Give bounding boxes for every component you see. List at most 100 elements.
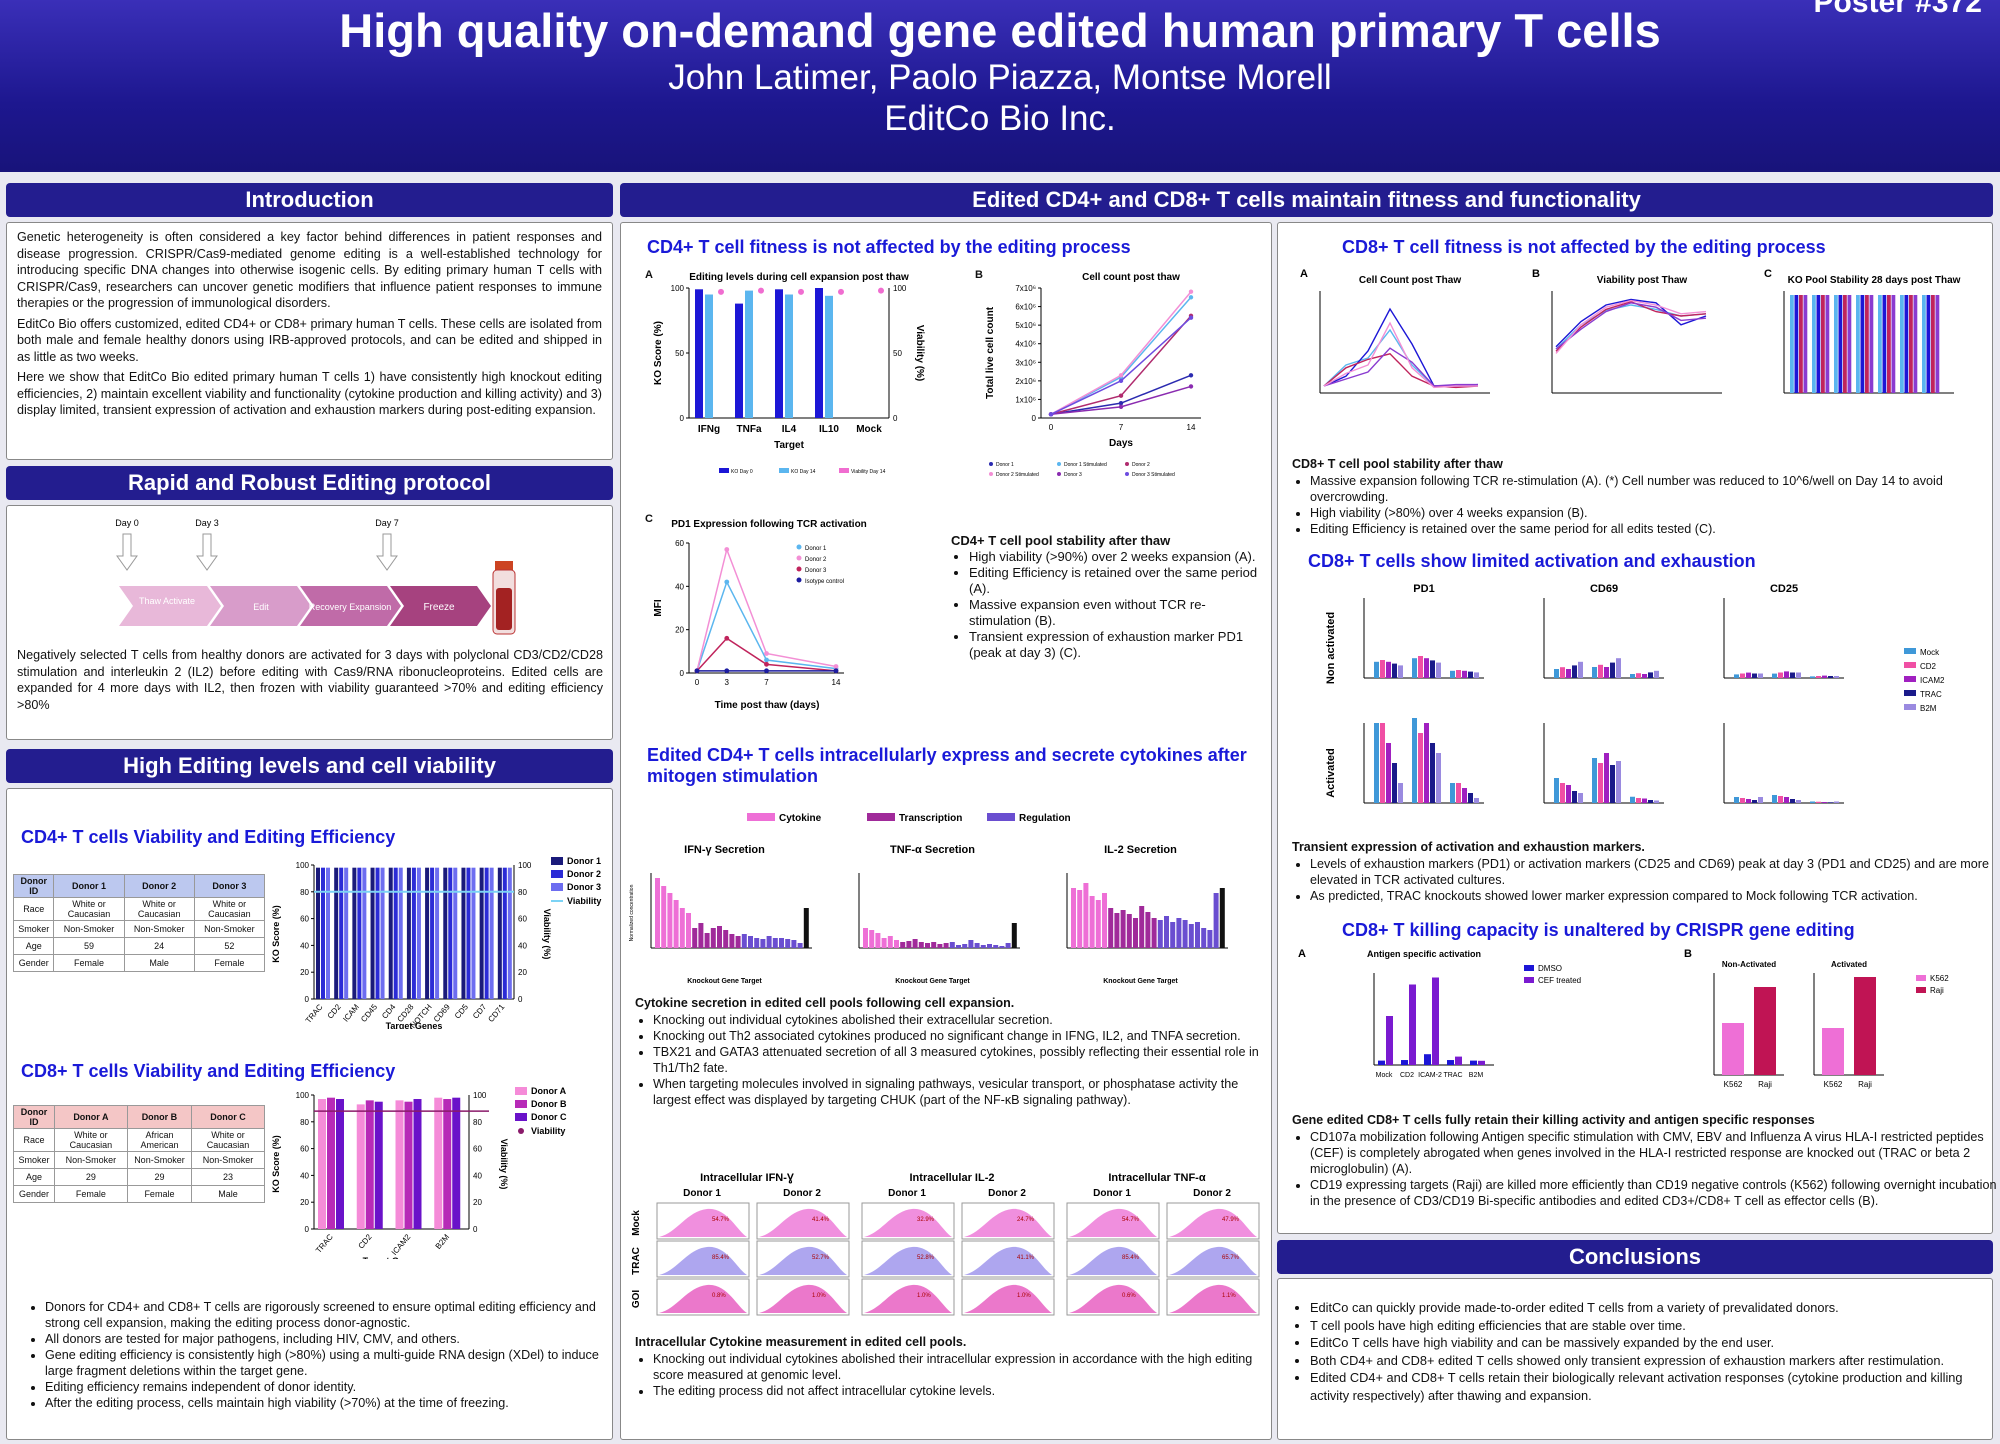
bar — [1752, 673, 1757, 678]
cd8-fitness-title: CD8+ T cell fitness is not affected by t… — [1342, 237, 1826, 257]
y2-tick-label: 20 — [518, 968, 527, 977]
legend-swatch — [867, 813, 895, 821]
bar — [1794, 295, 1799, 393]
bar — [1071, 888, 1076, 948]
bar — [1610, 765, 1615, 803]
table-cell: Smoker — [13, 1151, 55, 1169]
bar — [1778, 672, 1783, 678]
bar — [1834, 295, 1838, 393]
bar — [1592, 758, 1597, 803]
table-cell: Smoker — [12, 920, 55, 938]
legend-label: Donor 3 — [1064, 472, 1082, 478]
y-tick-label: 60 — [300, 915, 309, 924]
secretion-title: IFN-γ Secretion — [684, 844, 765, 856]
bar — [785, 939, 791, 948]
y2-tick-label: 60 — [518, 915, 527, 924]
intracellular-bullets: Knocking out individual cytokines abolis… — [635, 1351, 1273, 1399]
bar — [1011, 923, 1017, 948]
step-edit-label: Edit — [253, 602, 269, 612]
legend-label: KO Day 0 — [731, 469, 753, 475]
legend-label: Viability — [531, 1126, 565, 1136]
bar — [875, 933, 881, 948]
bar — [1213, 893, 1219, 948]
table-row: Gender Female Male Female — [12, 954, 266, 972]
y2-tick-label: 40 — [473, 1171, 482, 1180]
legend-swatch — [796, 544, 802, 550]
down-arrow-icon — [376, 533, 398, 571]
bar — [1909, 295, 1913, 393]
legend-swatch — [989, 472, 993, 476]
table-row: Age 29 29 23 — [13, 1168, 265, 1186]
bar — [1790, 295, 1794, 393]
bar — [1758, 797, 1763, 803]
bar — [1825, 295, 1830, 393]
bullet-item: EditCo T cells have high viability and c… — [1310, 1334, 1978, 1352]
bar — [705, 294, 713, 418]
bar — [1207, 930, 1213, 948]
bar — [931, 942, 937, 948]
series-line — [1323, 353, 1479, 389]
panel-label: A — [1300, 268, 1308, 280]
bar — [661, 886, 667, 948]
cd8-viability-title: CD8+ T cells Viability and Editing Effic… — [21, 1061, 396, 1081]
step-freeze-arrow — [390, 586, 491, 626]
y-tick-label: 1x10⁶ — [1015, 395, 1036, 404]
bullet-item: As predicted, TRAC knockouts showed lowe… — [1310, 888, 2000, 904]
bar — [772, 938, 778, 948]
bar — [1816, 801, 1821, 803]
table-cell: Female — [126, 1185, 193, 1203]
x-axis-title: Target — [774, 440, 804, 451]
bar — [825, 295, 833, 418]
bar — [1796, 672, 1801, 678]
secretion-title: TNF-α Secretion — [890, 844, 975, 856]
bullet-item: High viability (>80%) over 4 weeks expan… — [1310, 505, 2000, 521]
x-tick-label: 3 — [725, 678, 730, 687]
bar — [1470, 1060, 1477, 1065]
cd4-editing-levels-chart: Editing levels during cell expansion pos… — [653, 272, 925, 475]
bar — [1900, 295, 1904, 393]
bar — [1878, 295, 1882, 393]
bar — [1554, 669, 1559, 678]
bar — [1120, 910, 1126, 948]
conclusions-bullets: EditCo can quickly provide made-to-order… — [1292, 1299, 1978, 1404]
series-line — [696, 637, 837, 672]
bar — [362, 867, 367, 999]
flow-percent: 65.7% — [1222, 1255, 1240, 1261]
flow-histogram — [759, 1284, 847, 1313]
bar — [1572, 665, 1577, 678]
y-axis-title: Total live cell count — [985, 306, 996, 399]
flow-percent: 41.1% — [1017, 1255, 1035, 1261]
bar — [1828, 802, 1833, 803]
flow-row-label: GOI — [631, 1290, 642, 1309]
intro-paragraph-3: Here we show that EditCo Bio edited prim… — [17, 370, 602, 417]
table-row: Race White or Caucasian African American Wh… — [13, 1128, 265, 1152]
x-tick-label: TRAC — [314, 1232, 335, 1255]
table-cell: Age — [12, 937, 55, 955]
bar — [1926, 295, 1931, 393]
step-edit-arrow — [210, 586, 311, 626]
y-tick-label: 100 — [296, 861, 310, 870]
cd4-viability-title: CD4+ T cells Viability and Editing Effic… — [21, 827, 396, 847]
x-tick-label: TNFa — [737, 424, 762, 435]
bar — [1812, 295, 1816, 393]
flow-histogram — [1069, 1246, 1157, 1275]
bar — [667, 893, 673, 948]
flow-row-label: Mock — [631, 1210, 642, 1236]
bar — [1654, 800, 1659, 803]
killing-title: Non-Activated — [1722, 960, 1776, 969]
legend-swatch — [989, 462, 993, 466]
bullet-item: Knocking out Th2 associated cytokines pr… — [653, 1028, 1273, 1044]
y-axis-title: KO Score (%) — [653, 321, 664, 385]
bar — [334, 867, 339, 999]
bullet-item: Donors for CD4+ and CD8+ T cells are rig… — [45, 1299, 615, 1331]
protocol-diagram: Day 0 Day 3 Day 7 Thaw Activate Edit Recov… — [115, 518, 516, 635]
y-tick-label: 50 — [675, 349, 684, 358]
bar — [1462, 788, 1467, 803]
step-freeze-label: Freeze — [423, 602, 455, 613]
step-thaw-arrow — [119, 586, 221, 626]
data-point — [724, 668, 730, 674]
legend-swatch — [1125, 472, 1129, 476]
bullet-item: When targeting molecules involved in sig… — [653, 1076, 1273, 1108]
legend-swatch — [551, 857, 563, 865]
